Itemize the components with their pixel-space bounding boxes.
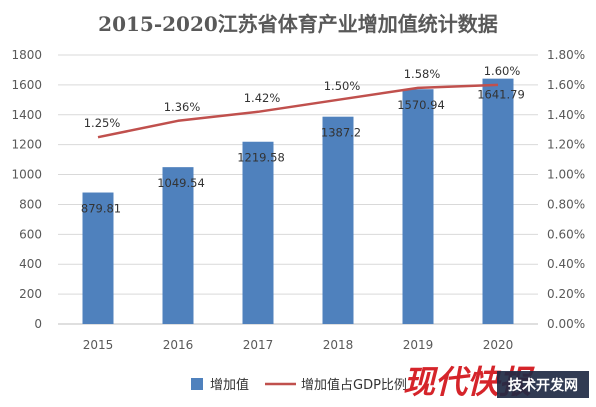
legend: 增加值 增加值占GDP比例 bbox=[191, 377, 407, 393]
bar bbox=[322, 116, 354, 324]
legend-bar-label: 增加值 bbox=[210, 377, 249, 393]
y2-tick-label: 0.40% bbox=[547, 257, 585, 271]
x-axis-ticks: 2015 2016 2017 2018 2019 2020 bbox=[83, 338, 514, 352]
watermark: 现代快报 技术开发网 bbox=[403, 363, 589, 401]
y2-tick-label: 1.40% bbox=[547, 108, 585, 122]
legend-line-label: 增加值占GDP比例 bbox=[301, 377, 407, 393]
watermark-badge bbox=[497, 371, 589, 398]
y-tick-label: 800 bbox=[19, 197, 42, 211]
y-axis-left-ticks: 0 200 400 600 800 1000 1200 1400 1600 1800 bbox=[11, 48, 42, 331]
line-value-label: 1.36% bbox=[164, 100, 201, 114]
line-data-labels: 1.25% 1.36% 1.42% 1.50% 1.58% 1.60% bbox=[84, 64, 521, 130]
watermark-site: 技术开发网 bbox=[508, 377, 578, 394]
line-value-label: 1.25% bbox=[84, 116, 121, 130]
y-tick-label: 0 bbox=[34, 317, 42, 331]
line-value-label: 1.50% bbox=[324, 79, 361, 93]
y2-tick-label: 0.20% bbox=[547, 287, 585, 301]
y-tick-label: 1200 bbox=[11, 138, 42, 152]
y2-tick-label: 1.00% bbox=[547, 168, 585, 182]
y-tick-label: 1800 bbox=[11, 48, 42, 62]
x-tick-label: 2015 bbox=[83, 338, 114, 352]
line-path bbox=[97, 83, 499, 139]
gridlines bbox=[58, 54, 538, 325]
line-series bbox=[97, 83, 499, 139]
bar bbox=[82, 192, 114, 324]
line-value-label: 1.60% bbox=[484, 64, 521, 78]
x-tick-label: 2019 bbox=[403, 338, 434, 352]
bar-series bbox=[82, 78, 514, 324]
bar bbox=[482, 78, 514, 324]
y-axis-right-ticks: 0.00% 0.20% 0.40% 0.60% 0.80% 1.00% 1.20% 1.40%… bbox=[547, 48, 585, 331]
bar bbox=[242, 141, 274, 324]
bar-value-label: 1387.2 bbox=[321, 126, 361, 140]
y2-tick-label: 0.00% bbox=[547, 317, 585, 331]
y-tick-label: 600 bbox=[19, 227, 42, 241]
y2-tick-label: 0.80% bbox=[547, 197, 585, 211]
line-value-label: 1.58% bbox=[404, 67, 441, 81]
y2-tick-label: 1.20% bbox=[547, 138, 585, 152]
x-tick-label: 2018 bbox=[323, 338, 354, 352]
y-tick-label: 1600 bbox=[11, 78, 42, 92]
y2-tick-label: 0.60% bbox=[547, 227, 585, 241]
y-tick-label: 1000 bbox=[11, 168, 42, 182]
y2-tick-label: 1.80% bbox=[547, 48, 585, 62]
bar bbox=[402, 89, 434, 324]
bar-value-label: 1641.79 bbox=[477, 88, 525, 102]
bar-value-label: 1570.94 bbox=[397, 98, 445, 112]
y-tick-label: 200 bbox=[19, 287, 42, 301]
y-tick-label: 400 bbox=[19, 257, 42, 271]
x-tick-label: 2017 bbox=[243, 338, 274, 352]
bar bbox=[162, 167, 194, 324]
line-value-label: 1.42% bbox=[244, 91, 281, 105]
chart-title: 2015-2020江苏省体育产业增加值统计数据 bbox=[98, 12, 498, 36]
legend-bar-swatch bbox=[191, 378, 203, 390]
bar-value-label: 1049.54 bbox=[157, 176, 205, 190]
y2-tick-label: 1.60% bbox=[547, 78, 585, 92]
bar-value-label: 1219.58 bbox=[237, 151, 285, 165]
y-tick-label: 1400 bbox=[11, 108, 42, 122]
x-tick-label: 2016 bbox=[163, 338, 194, 352]
x-tick-label: 2020 bbox=[483, 338, 514, 352]
bar-value-label: 879.81 bbox=[81, 202, 121, 216]
bar-data-labels: 879.81 1049.54 1219.58 1387.2 1570.94 1641.79 bbox=[81, 88, 525, 216]
